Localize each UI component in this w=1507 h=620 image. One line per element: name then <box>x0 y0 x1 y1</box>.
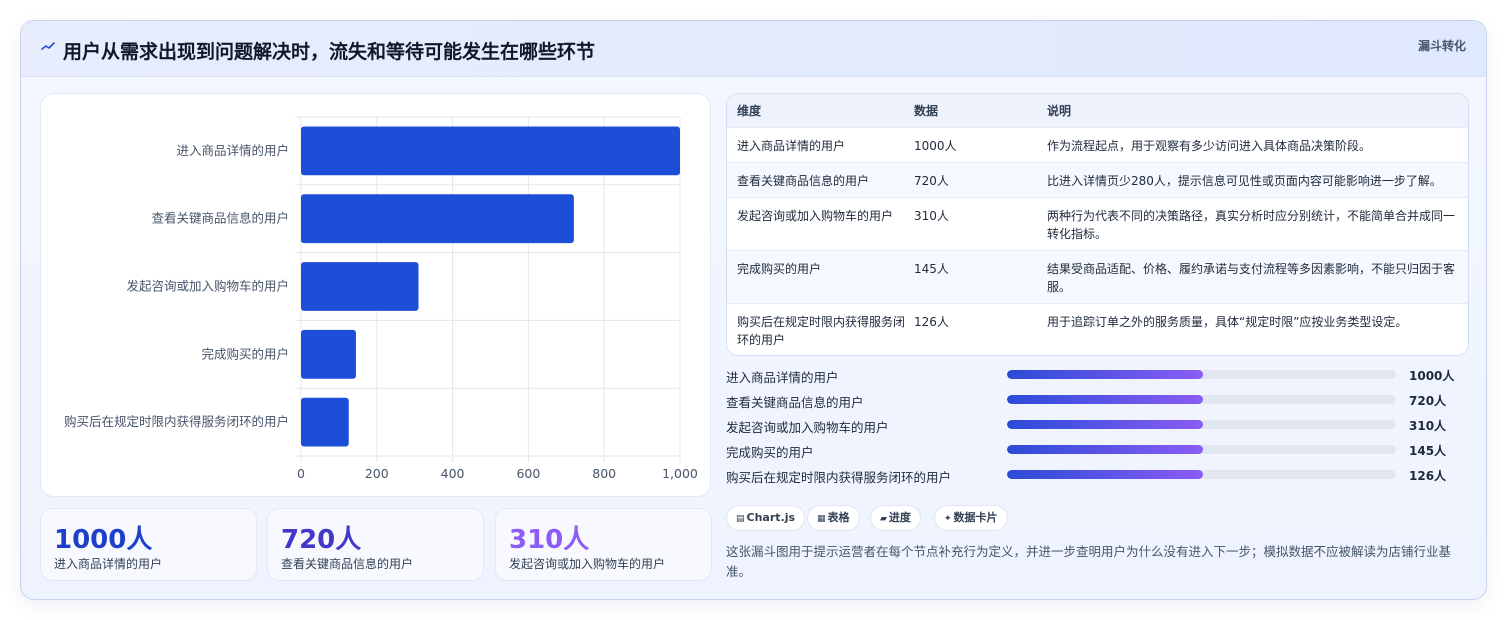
kpi-card: 720人 查看关键商品信息的用户 <box>267 508 484 581</box>
bar <box>301 397 349 447</box>
progress-fill <box>1007 420 1204 429</box>
table-cell-description: 结果受商品适配、价格、履约承诺与支付流程等多因素影响，不能只归因于客服。 <box>1047 262 1456 294</box>
category-label: 购买后在规定时限内获得服务闭环的用户 <box>64 414 289 429</box>
category-label: 发起咨询或加入购物车的用户 <box>126 279 289 294</box>
progress-fill <box>1007 445 1204 454</box>
progress-value: 126人 <box>1409 469 1447 483</box>
page-title: 用户从需求出现到问题解决时，流失和等待可能发生在哪些环节 <box>63 41 596 63</box>
kpi-label: 查看关键商品信息的用户 <box>281 557 414 571</box>
progress-track <box>1007 470 1396 479</box>
chip-progress[interactable]: ▰ 进度 <box>870 505 921 531</box>
table-cell-data: 1000人 <box>914 139 957 153</box>
bar <box>301 329 356 379</box>
table-row: 发起咨询或加入购物车的用户 310人 两种行为代表不同的决策路径，真实分析时应分… <box>727 197 1468 250</box>
table-header-row: 维度 数据 说明 <box>727 94 1468 127</box>
table-cell-dimension: 购买后在规定时限内获得服务闭环的用户 <box>737 315 906 347</box>
table-row: 购买后在规定时限内获得服务闭环的用户 126人 用于追踪订单之外的服务质量，具体… <box>727 303 1468 355</box>
table-cell-description: 两种行为代表不同的决策路径，真实分析时应分别统计，不能简单合并成同一转化指标。 <box>1047 209 1456 241</box>
table-cell-dimension: 查看关键商品信息的用户 <box>737 174 870 188</box>
kpi-value: 1000人 <box>54 525 153 555</box>
footnote-text: 这张漏斗图用于提示运营者在每个节点补充行为定义，并进一步查明用户为什么没有进入下… <box>726 544 1452 579</box>
kpi-value: 720人 <box>281 525 362 555</box>
progress-fill <box>1007 470 1204 479</box>
x-tick-label: 800 <box>592 466 616 481</box>
table-header-cell: 说明 <box>1047 104 1072 118</box>
chart-icon: ▤ <box>736 514 745 524</box>
table-cell-description: 用于追踪订单之外的服务质量，具体“规定时限”应按业务类型设定。 <box>1047 315 1408 329</box>
progress-track <box>1007 395 1396 404</box>
bar-chart-svg: 进入商品详情的用户查看关键商品信息的用户发起咨询或加入购物车的用户完成购买的用户… <box>64 116 698 481</box>
progress-value: 310人 <box>1409 419 1447 433</box>
category-label: 查看关键商品信息的用户 <box>151 211 289 226</box>
progress-label: 完成购买的用户 <box>726 445 814 460</box>
x-tick-label: 400 <box>441 466 465 481</box>
table-cell-data: 720人 <box>914 174 949 188</box>
bar <box>301 126 680 176</box>
funnel-card: 用户从需求出现到问题解决时，流失和等待可能发生在哪些环节 漏斗转化 进入商品详情… <box>20 20 1487 600</box>
progress-value: 145人 <box>1409 444 1447 458</box>
data-table: 维度 数据 说明 进入商品详情的用户 1000人 作为流程起点，用于观察有多少访… <box>726 93 1469 356</box>
table-cell-data: 310人 <box>914 209 949 223</box>
kpi-card: 310人 发起咨询或加入购物车的用户 <box>495 508 712 581</box>
kpi-card: 1000人 进入商品详情的用户 <box>40 508 257 581</box>
progress-row: 发起咨询或加入购物车的用户 310人 <box>726 416 1486 436</box>
table-row: 进入商品详情的用户 1000人 作为流程起点，用于观察有多少访问进入具体商品决策… <box>727 127 1468 162</box>
kpi-label: 发起咨询或加入购物车的用户 <box>509 557 666 571</box>
table-icon: ▦ <box>817 514 826 524</box>
progress-label: 进入商品详情的用户 <box>726 370 839 385</box>
progress-row: 购买后在规定时限内获得服务闭环的用户 126人 <box>726 466 1486 486</box>
table-header-cell: 维度 <box>737 104 762 118</box>
progress-row: 查看关键商品信息的用户 720人 <box>726 391 1486 411</box>
progress-row: 完成购买的用户 145人 <box>726 441 1486 461</box>
chip-label: 数据卡片 <box>953 511 998 524</box>
chip-label: 表格 <box>827 511 850 524</box>
x-tick-label: 200 <box>365 466 389 481</box>
table-cell-dimension: 完成购买的用户 <box>737 262 822 276</box>
progress-fill <box>1007 395 1204 404</box>
progress-track <box>1007 445 1396 454</box>
bar <box>301 194 574 244</box>
chip-label: Chart.js <box>746 511 796 524</box>
category-label: 进入商品详情的用户 <box>176 143 289 158</box>
table-header-cell: 数据 <box>914 104 939 118</box>
progress-fill <box>1007 370 1204 379</box>
table-cell-description: 比进入详情页少280人，提示信息可见性或页面内容可能影响进一步了解。 <box>1047 174 1442 188</box>
funnel-bar-chart: 进入商品详情的用户查看关键商品信息的用户发起咨询或加入购物车的用户完成购买的用户… <box>40 93 711 497</box>
progress-row: 进入商品详情的用户 1000人 <box>726 366 1486 386</box>
x-tick-label: 0 <box>297 466 305 481</box>
card-header: 用户从需求出现到问题解决时，流失和等待可能发生在哪些环节 漏斗转化 <box>21 21 1486 77</box>
progress-track <box>1007 420 1396 429</box>
progress-label: 发起咨询或加入购物车的用户 <box>726 420 889 435</box>
table-row: 完成购买的用户 145人 结果受商品适配、价格、履约承诺与支付流程等多因素影响，… <box>727 250 1468 303</box>
chip-chartjs[interactable]: ▤ Chart.js <box>726 505 806 531</box>
table-cell-data: 126人 <box>914 315 949 329</box>
chip-data-card[interactable]: ✦ 数据卡片 <box>934 505 1008 531</box>
progress-icon: ▰ <box>880 514 887 524</box>
x-tick-label: 1,000 <box>662 466 698 481</box>
x-tick-label: 600 <box>516 466 540 481</box>
category-label: 完成购买的用户 <box>201 346 289 361</box>
kpi-value: 310人 <box>509 525 590 555</box>
table-row: 查看关键商品信息的用户 720人 比进入详情页少280人，提示信息可见性或页面内… <box>727 162 1468 197</box>
chip-table[interactable]: ▦ 表格 <box>807 505 860 531</box>
progress-label: 购买后在规定时限内获得服务闭环的用户 <box>726 470 952 485</box>
kpi-label: 进入商品详情的用户 <box>54 557 163 571</box>
table-cell-dimension: 发起咨询或加入购物车的用户 <box>737 209 894 223</box>
progress-value: 1000人 <box>1409 369 1455 383</box>
sparkle-icon: ✦ <box>944 514 952 524</box>
table-cell-dimension: 进入商品详情的用户 <box>737 139 846 153</box>
chip-label: 进度 <box>888 511 911 524</box>
table-cell-data: 145人 <box>914 262 949 276</box>
table-cell-description: 作为流程起点，用于观察有多少访问进入具体商品决策阶段。 <box>1047 139 1372 153</box>
progress-track <box>1007 370 1396 379</box>
category-tag: 漏斗转化 <box>1417 39 1466 53</box>
trend-icon <box>41 40 59 58</box>
bar <box>301 262 419 311</box>
progress-value: 720人 <box>1409 394 1447 408</box>
progress-label: 查看关键商品信息的用户 <box>726 395 864 410</box>
